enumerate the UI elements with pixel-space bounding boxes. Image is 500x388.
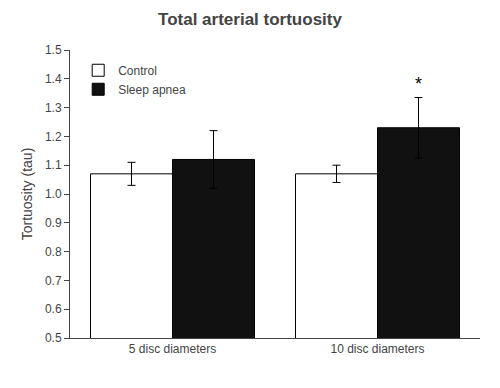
svg-text:0.6: 0.6 <box>45 302 62 316</box>
svg-text:1.3: 1.3 <box>45 101 62 115</box>
svg-text:1.5: 1.5 <box>45 43 62 57</box>
svg-text:1.2: 1.2 <box>45 130 62 144</box>
svg-text:1.1: 1.1 <box>45 158 62 172</box>
svg-text:1.0: 1.0 <box>45 187 62 201</box>
svg-text:0.9: 0.9 <box>45 216 62 230</box>
svg-text:Sleep apnea: Sleep apnea <box>118 83 186 97</box>
svg-text:*: * <box>415 74 422 94</box>
svg-text:10 disc diameters: 10 disc diameters <box>330 342 424 356</box>
svg-text:1.4: 1.4 <box>45 72 62 86</box>
svg-text:5 disc diameters: 5 disc diameters <box>129 342 216 356</box>
svg-text:0.8: 0.8 <box>45 245 62 259</box>
svg-text:Control: Control <box>118 64 157 78</box>
svg-text:Total arterial tortuosity: Total arterial tortuosity <box>158 10 342 29</box>
svg-text:0.7: 0.7 <box>45 274 62 288</box>
svg-text:Tortuosity (tau): Tortuosity (tau) <box>19 148 35 241</box>
svg-text:0.5: 0.5 <box>45 331 62 345</box>
